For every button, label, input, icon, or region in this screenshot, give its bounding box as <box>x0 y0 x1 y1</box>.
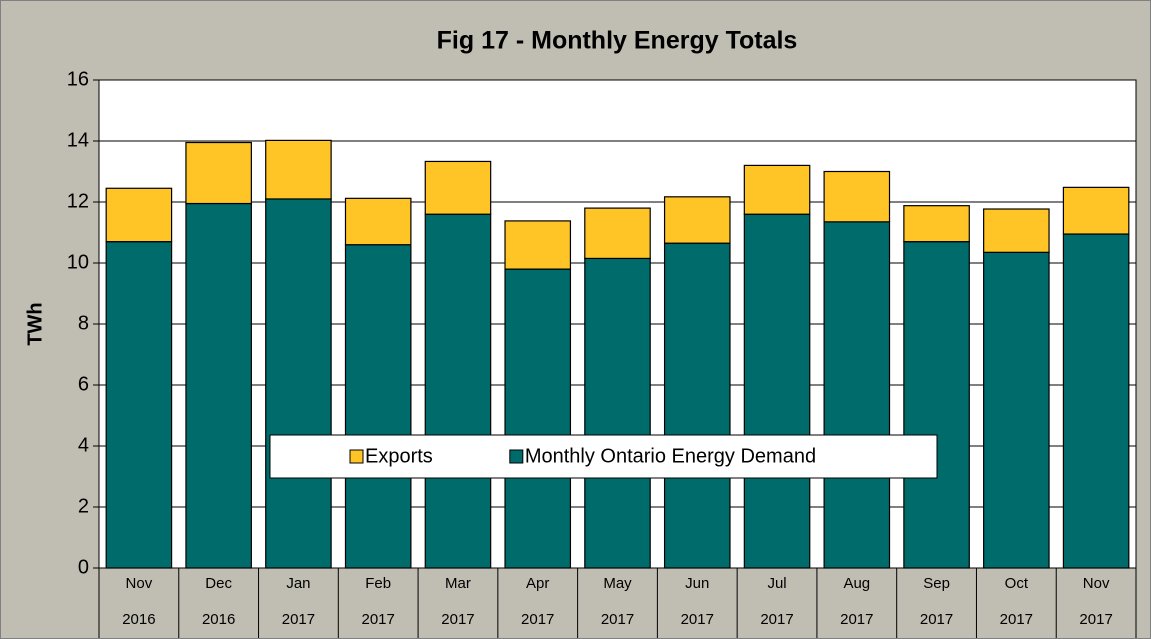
bar-segment <box>743 213 811 569</box>
x-tick-label: Aug <box>843 575 870 592</box>
x-tick-label: 2017 <box>1079 611 1112 628</box>
y-tick-label: 2 <box>78 495 89 517</box>
legend <box>269 434 938 479</box>
x-tick-label: Jul <box>767 575 786 592</box>
x-tick-label: 2017 <box>1000 611 1033 628</box>
bar-segment <box>903 205 970 243</box>
bar-segment <box>903 241 970 569</box>
bar-segment <box>823 170 891 223</box>
bar-segment <box>344 197 412 246</box>
bar-segment <box>663 242 731 569</box>
y-tick-label: 8 <box>78 312 89 334</box>
x-tick-label: 2017 <box>840 611 873 628</box>
y-tick-label: 10 <box>67 251 89 273</box>
x-tick-label: 2017 <box>681 611 714 628</box>
bar-segment <box>663 196 731 244</box>
y-tick-label: 0 <box>78 556 89 578</box>
x-tick-label: Feb <box>365 575 391 592</box>
legend-swatch <box>349 449 364 464</box>
y-tick-label: 4 <box>78 434 89 456</box>
bar-segment <box>424 213 492 569</box>
x-tick-label: 2017 <box>362 611 395 628</box>
y-tick-label: 6 <box>78 373 89 395</box>
x-tick-label: Oct <box>1005 575 1029 592</box>
bar-segment <box>185 141 252 205</box>
bar-segment <box>584 257 651 569</box>
x-tick-label: 2016 <box>202 611 235 628</box>
bar-segment <box>1062 186 1130 235</box>
x-tick-label: Dec <box>205 575 232 592</box>
legend-label: Monthly Ontario Energy Demand <box>525 445 816 467</box>
x-tick-label: Nov <box>126 575 153 592</box>
x-tick-label: Mar <box>445 575 471 592</box>
bar-segment <box>983 251 1050 569</box>
x-tick-label: 2017 <box>521 611 554 628</box>
x-tick-label: May <box>603 575 632 592</box>
bar-segment <box>823 221 891 569</box>
x-tick-label: 2017 <box>441 611 474 628</box>
x-tick-label: Nov <box>1083 575 1110 592</box>
bar-segment <box>504 268 572 569</box>
y-tick-label: 12 <box>67 190 89 212</box>
legend-label: Exports <box>365 445 433 467</box>
x-tick-label: Apr <box>526 575 549 592</box>
x-tick-label: Jan <box>286 575 310 592</box>
bar-segment <box>105 241 173 569</box>
bar-segment <box>424 160 492 215</box>
y-axis-label: TWh <box>24 302 46 345</box>
bar-segment <box>265 139 332 200</box>
x-tick-label: 2017 <box>760 611 793 628</box>
bar-segment <box>743 164 811 215</box>
bar-segment <box>265 198 332 569</box>
chart-title: Fig 17 - Monthly Energy Totals <box>437 27 798 55</box>
bar-segment <box>1062 233 1130 569</box>
legend-swatch <box>509 449 524 464</box>
x-tick-label: 2017 <box>920 611 953 628</box>
x-tick-label: 2017 <box>282 611 315 628</box>
x-tick-label: 2016 <box>122 611 155 628</box>
x-tick-label: Sep <box>923 575 950 592</box>
bar-segment <box>344 244 412 569</box>
x-tick-label: Jun <box>685 575 709 592</box>
bar-segment <box>185 202 252 569</box>
bar-segment <box>105 187 173 243</box>
bar-segment <box>983 208 1050 253</box>
bar-segment <box>584 207 651 260</box>
y-tick-label: 16 <box>67 68 89 90</box>
x-tick-label: 2017 <box>601 611 634 628</box>
bar-segment <box>504 220 572 270</box>
y-tick-label: 14 <box>67 129 89 151</box>
